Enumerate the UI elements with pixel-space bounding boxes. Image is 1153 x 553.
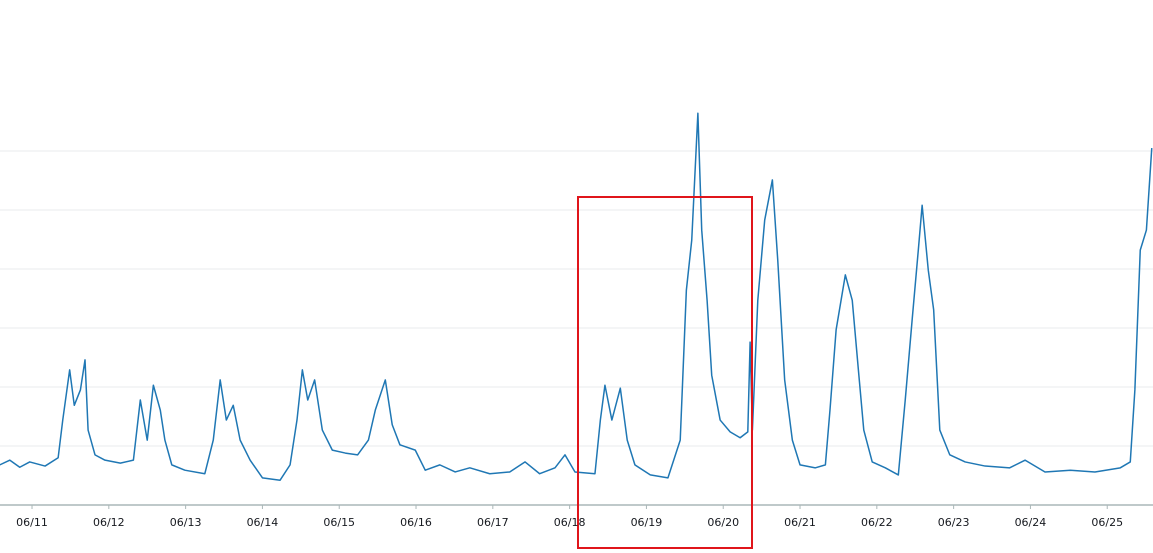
line [0,112,1153,481]
x-tick-label: 06/12 [93,516,125,529]
plot [0,112,1153,481]
x-tick-label: 06/22 [861,516,893,529]
highlight-box [577,196,753,549]
x-tick-label: 06/16 [400,516,432,529]
x-tick-label: 06/11 [16,516,48,529]
x-tick-label: 06/14 [247,516,279,529]
x-tick-label: 06/19 [631,516,663,529]
x-tick-label: 06/25 [1091,516,1123,529]
x-tick-label: 06/24 [1015,516,1047,529]
x-tick-label: 06/17 [477,516,509,529]
x-tick-label: 06/21 [784,516,816,529]
x-tick-label: 06/20 [707,516,739,529]
x-tick-label: 06/23 [938,516,970,529]
x-tick-label: 06/13 [170,516,202,529]
x-tick-label: 06/18 [554,516,586,529]
grid [0,150,1153,447]
x-tick-label: 06/15 [323,516,355,529]
